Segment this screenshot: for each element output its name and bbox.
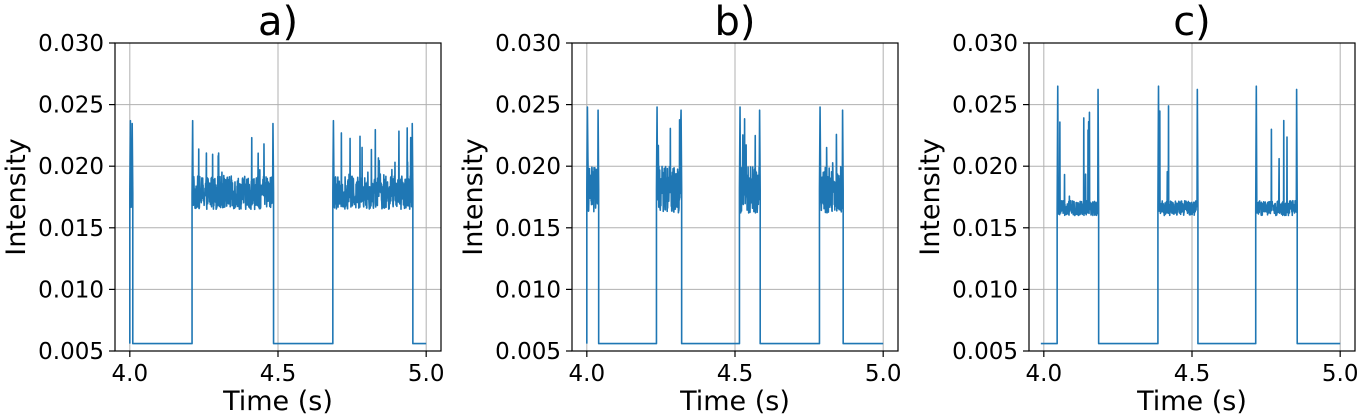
y-tick-label: 0.015 bbox=[38, 216, 104, 242]
y-tick-label: 0.020 bbox=[38, 154, 104, 180]
y-tick-label: 0.025 bbox=[38, 93, 104, 119]
y-tick-label: 0.030 bbox=[38, 31, 104, 57]
y-tick-label: 0.015 bbox=[952, 216, 1018, 242]
x-tick-label: 4.0 bbox=[569, 361, 606, 387]
y-tick-label: 0.030 bbox=[952, 31, 1018, 57]
x-axis-label: Time (s) bbox=[222, 386, 333, 417]
x-axis-label: Time (s) bbox=[679, 386, 790, 417]
y-tick-label: 0.020 bbox=[952, 154, 1018, 180]
y-tick-label: 0.025 bbox=[495, 93, 561, 119]
y-tick-label: 0.030 bbox=[495, 31, 561, 57]
x-tick-label: 4.5 bbox=[260, 361, 297, 387]
y-tick-label: 0.005 bbox=[38, 339, 104, 365]
y-tick-label: 0.025 bbox=[952, 93, 1018, 119]
chart-panel-b: 4.0 4.5 5.0 0.005 0.010 0.015 0.020 0.025 0.030 b… bbox=[458, 0, 901, 417]
intensity-series-line bbox=[1040, 85, 1341, 345]
chart-panel-c: 4.0 4.5 5.0 0.005 0.010 0.015 0.020 0.025 0.030 c… bbox=[915, 0, 1358, 417]
y-tick-label: 0.010 bbox=[495, 277, 561, 303]
y-tick-label: 0.020 bbox=[495, 154, 561, 180]
y-axis-label: Intensity bbox=[1, 138, 32, 256]
y-tick-label: 0.010 bbox=[38, 277, 104, 303]
y-tick-label: 0.015 bbox=[495, 216, 561, 242]
x-tick-label: 5.0 bbox=[865, 361, 902, 387]
y-tick-label: 0.010 bbox=[952, 277, 1018, 303]
x-tick-label: 5.0 bbox=[1322, 361, 1359, 387]
x-tick-label: 4.0 bbox=[1026, 361, 1063, 387]
chart-panel-a: 4.0 4.5 5.0 0.005 0.010 0.015 0.020 0.025 0.030 a… bbox=[1, 0, 444, 417]
x-tick-label: 5.0 bbox=[408, 361, 445, 387]
intensity-series-line bbox=[586, 106, 884, 345]
x-tick-label: 4.0 bbox=[112, 361, 149, 387]
chart-title: a) bbox=[258, 0, 298, 45]
chart-title: b) bbox=[715, 0, 756, 45]
x-axis-label: Time (s) bbox=[1136, 386, 1247, 417]
x-tick-label: 4.5 bbox=[1174, 361, 1211, 387]
y-axis-label: Intensity bbox=[458, 138, 489, 256]
y-tick-label: 0.005 bbox=[952, 339, 1018, 365]
intensity-series-line bbox=[129, 119, 427, 345]
chart-title: c) bbox=[1173, 0, 1211, 45]
y-tick-label: 0.005 bbox=[495, 339, 561, 365]
y-axis-label: Intensity bbox=[915, 138, 946, 256]
x-tick-label: 4.5 bbox=[717, 361, 754, 387]
